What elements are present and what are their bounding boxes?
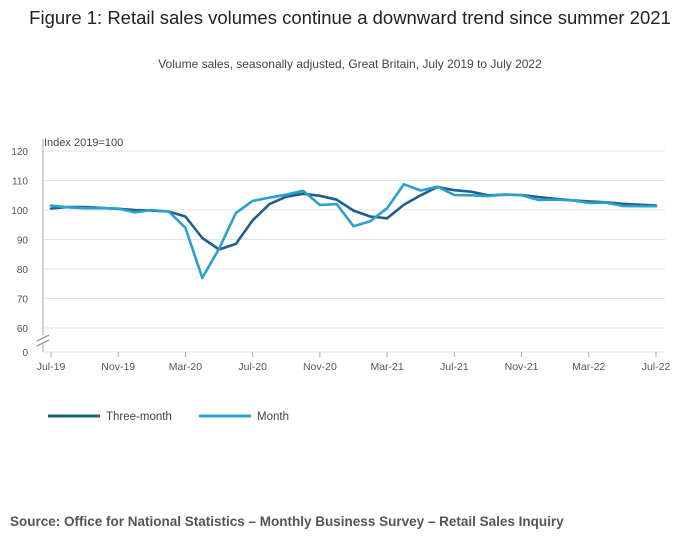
x-tick-label: Mar-21 — [370, 361, 403, 373]
y-axis-title: Index 2019=100 — [44, 137, 123, 149]
x-tick-label: Mar-20 — [169, 361, 202, 373]
chart-subtitle: Volume sales, seasonally adjusted, Great… — [158, 57, 542, 71]
y-tick-label: 70 — [17, 295, 29, 306]
x-tick-label: Nov-20 — [303, 361, 337, 373]
x-tick-label: Mar-22 — [572, 361, 605, 373]
x-tick-label: Jul-22 — [642, 361, 671, 373]
axis-break-mark — [36, 334, 50, 342]
y-tick-label: 100 — [11, 206, 28, 217]
axis-break-mark — [36, 339, 50, 347]
y-tick-label: 110 — [12, 177, 28, 188]
series-lines — [49, 183, 658, 280]
series-line-three-month[interactable] — [49, 185, 658, 251]
x-tick-label: Jul-20 — [238, 361, 267, 373]
source-note: Source: Office for National Statistics –… — [10, 514, 564, 529]
y-tick-label: 0 — [22, 348, 28, 359]
x-tick-label: Jul-21 — [440, 361, 469, 373]
series-line-month[interactable] — [49, 183, 658, 280]
legend-label: Month — [257, 411, 289, 423]
x-tick-label: Nov-19 — [101, 361, 135, 373]
legend-item-three-month[interactable]: Three-month — [48, 411, 172, 423]
axes: 0 60 70 80 90 100 110 120 Index 2019=100 Jul-19 No… — [11, 137, 670, 373]
legend[interactable]: Three-month Month — [48, 411, 289, 423]
x-tick-label: Jul-19 — [37, 361, 66, 373]
y-tick-label: 90 — [17, 236, 29, 247]
x-tick-label: Nov-21 — [505, 361, 539, 373]
legend-item-month[interactable]: Month — [199, 411, 289, 423]
y-tick-label: 60 — [17, 324, 29, 335]
y-tick-label: 120 — [11, 147, 28, 158]
gridlines — [43, 150, 665, 353]
y-tick-label: 80 — [17, 265, 29, 276]
legend-label: Three-month — [106, 411, 172, 423]
chart-title: Figure 1: Retail sales volumes continue … — [29, 7, 671, 28]
